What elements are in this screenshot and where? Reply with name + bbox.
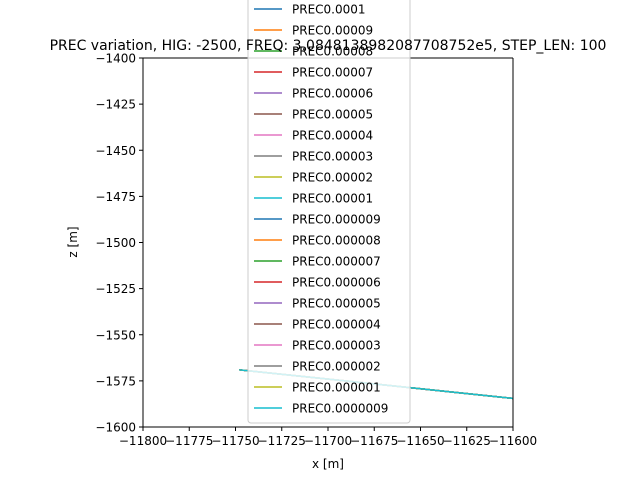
x-tick-label: −11800 [119,434,167,448]
x-tick-label: −11775 [165,434,213,448]
legend-entry-label: PREC0.000002 [292,360,381,374]
x-tick-label: −11700 [304,434,352,448]
legend-box [247,0,411,424]
legend-entry-label: PREC0.000005 [292,297,381,311]
y-tick-label: −1525 [95,282,136,296]
legend-entry-label: PREC0.0000009 [292,402,388,416]
x-axis-label: x [m] [312,457,344,471]
y-axis-label: z [m] [66,226,80,257]
y-tick-label: −1500 [95,236,136,250]
x-tick-label: −11625 [443,434,491,448]
legend-entry-label: PREC0.00007 [292,66,373,80]
legend-entry-label: PREC0.00003 [292,150,373,164]
x-tick-label: −11600 [489,434,537,448]
legend-entry-label: PREC0.000008 [292,234,381,248]
legend-entry-label: PREC0.00008 [292,45,373,59]
legend-entry-label: PREC0.000003 [292,339,381,353]
legend-entry-label: PREC0.000009 [292,213,381,227]
legend-entry-label: PREC0.00001 [292,192,373,206]
tick-labels: −11800−11775−11750−11725−11700−11675−116… [95,52,537,449]
chart-title: PREC variation, HIG: -2500, FREQ: 3.0848… [50,38,607,54]
legend-entry-label: PREC0.00005 [292,108,373,122]
legend-entry-label: PREC0.000007 [292,255,381,269]
legend-entry-label: PREC0.00006 [292,87,373,101]
x-tick-label: −11650 [396,434,444,448]
x-tick-label: −11725 [258,434,306,448]
y-tick-label: −1550 [95,328,136,342]
x-tick-label: −11750 [211,434,259,448]
legend: PREC0.0001 PREC0.00009 PREC0.00008 PREC0.00… [247,0,411,424]
legend-entry-label: PREC0.000006 [292,276,381,290]
y-tick-label: −1600 [95,421,136,435]
legend-entry-label: PREC0.00009 [292,24,373,38]
y-tick-label: −1450 [95,144,136,158]
legend-entry-label: PREC0.00002 [292,171,373,185]
legend-entry-label: PREC0.000001 [292,381,381,395]
legend-entry-label: PREC0.000004 [292,318,381,332]
y-tick-label: −1425 [95,98,136,112]
y-tick-label: −1575 [95,374,136,388]
y-tick-label: −1475 [95,190,136,204]
x-tick-label: −11675 [350,434,398,448]
y-tick-label: −1400 [95,52,136,66]
legend-entry-label: PREC0.0001 [292,3,366,17]
legend-entry-label: PREC0.00004 [292,129,373,143]
